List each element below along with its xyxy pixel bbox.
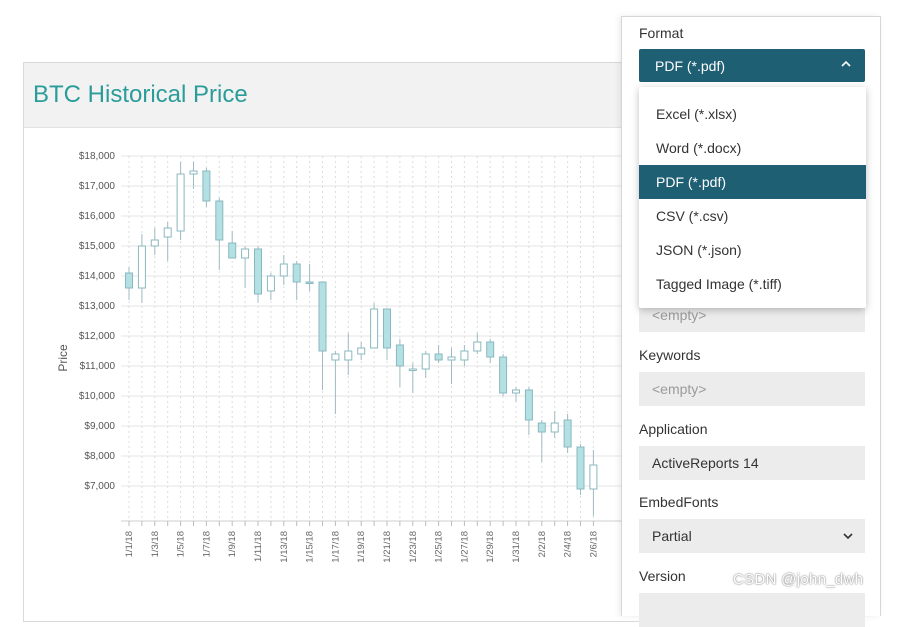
application-input[interactable]: ActiveReports 14 (639, 446, 865, 480)
candle-body (421, 353, 430, 370)
x-tick-label: 1/29/18 (485, 531, 496, 563)
y-axis: $18,000 $17,000 $16,000 $15,000 $14,000 $13,0… (79, 151, 116, 492)
candle-body (228, 242, 237, 259)
format-option-excel[interactable]: Excel (*.xlsx) (656, 106, 737, 122)
report-title: BTC Historical Price (33, 81, 248, 108)
watermark: CSDN @john_dwh (733, 571, 864, 588)
format-option-csv[interactable]: CSV (*.csv) (656, 208, 729, 224)
candle-body (524, 389, 533, 421)
candle-body (395, 344, 404, 367)
x-tick-label: 1/31/18 (511, 531, 522, 563)
export-settings-panel: Format PDF (*.pdf) Excel (*.xlsx) Word (… (621, 16, 881, 627)
candle-body (563, 419, 572, 448)
report-header: BTC Historical Price (24, 63, 682, 128)
x-tick-label: 1/17/18 (330, 531, 341, 563)
candle-body (447, 356, 456, 361)
candle-body (125, 272, 133, 289)
keywords-input[interactable]: <empty> (639, 372, 865, 406)
candle-body (292, 263, 301, 283)
x-tick-label: 2/2/18 (537, 531, 548, 557)
x-tick-label: 1/15/18 (305, 531, 316, 563)
y-tick-label: $15,000 (79, 241, 116, 252)
candle-body (189, 170, 198, 175)
keywords-label: Keywords (639, 347, 701, 363)
y-axis-label: Price (56, 344, 70, 372)
x-tick-label: 1/11/18 (253, 531, 264, 562)
x-tick-label: 2/6/18 (588, 531, 599, 557)
candle-body (176, 173, 185, 232)
y-tick-label: $10,000 (79, 391, 116, 402)
x-tick-label: 1/25/18 (434, 531, 445, 563)
y-tick-label: $17,000 (79, 181, 116, 192)
candle-series (125, 162, 598, 516)
candle-body (331, 353, 340, 361)
x-axis: 1/1/18 1/3/18 1/5/18 1/7/18 1/9/18 1/11/18 1/1… (124, 531, 599, 563)
candle-body (357, 347, 366, 355)
candle-body (408, 368, 417, 371)
x-tick-label: 1/3/18 (150, 531, 161, 557)
candle-body (279, 263, 288, 277)
y-tick-label: $7,000 (84, 481, 115, 492)
candle-body (486, 341, 495, 358)
x-tick-label: 1/19/18 (356, 531, 367, 563)
y-tick-label: $11,000 (80, 361, 116, 372)
chart-grid (121, 155, 682, 526)
format-label: Format (639, 25, 684, 41)
embedfonts-select[interactable]: Partial (639, 519, 865, 553)
candle-body (266, 275, 275, 292)
x-tick-label: 1/13/18 (279, 531, 290, 563)
y-tick-label: $13,000 (79, 301, 116, 312)
y-tick-label: $18,000 (79, 151, 116, 162)
chevron-up-icon (841, 60, 851, 67)
candle-body (383, 308, 391, 349)
x-tick-label: 1/9/18 (227, 531, 238, 557)
x-tick-label: 1/21/18 (382, 531, 393, 563)
format-option-word[interactable]: Word (*.docx) (656, 140, 742, 156)
candle-body (370, 308, 379, 349)
version-label: Version (639, 568, 686, 584)
candle-body (241, 248, 250, 259)
y-tick-label: $14,000 (79, 271, 116, 282)
format-dropdown-menu: Excel (*.xlsx) Word (*.docx) PDF (*.pdf)… (639, 87, 866, 308)
candle-body (137, 245, 146, 289)
y-tick-label: $12,000 (79, 331, 116, 342)
chevron-down-icon (843, 533, 853, 540)
candle-body (215, 200, 224, 241)
candle-body (434, 353, 443, 361)
candle-body (305, 281, 314, 284)
x-tick-label: 1/27/18 (459, 531, 470, 563)
x-tick-label: 2/4/18 (563, 531, 574, 557)
candle-body (163, 227, 172, 238)
x-tick-label: 1/1/18 (124, 531, 135, 557)
format-option-tiff[interactable]: Tagged Image (*.tiff) (656, 276, 782, 292)
x-tick-label: 1/5/18 (176, 531, 187, 557)
y-tick-label: $16,000 (79, 211, 116, 222)
candle-body (550, 422, 559, 433)
y-tick-label: $8,000 (84, 451, 115, 462)
embedfonts-label: EmbedFonts (639, 494, 719, 510)
x-tick-label: 1/23/18 (408, 531, 419, 563)
candle-body (344, 350, 353, 361)
candle-body (254, 248, 262, 295)
candle-body (460, 350, 469, 361)
format-select[interactable]: PDF (*.pdf) (639, 49, 865, 82)
candle-body (318, 281, 327, 352)
format-option-pdf[interactable]: PDF (*.pdf) (639, 165, 866, 199)
report-viewer: BTC Historical Price $18,000 $17,000 $16,0… (23, 62, 683, 622)
candle-body (202, 170, 211, 202)
candle-body (150, 239, 159, 247)
format-select-value: PDF (*.pdf) (655, 58, 726, 74)
format-option-json[interactable]: JSON (*.json) (656, 242, 742, 258)
candle-body (537, 422, 546, 433)
candlestick-chart: $18,000 $17,000 $16,000 $15,000 $14,000 $13,0… (56, 151, 682, 563)
candle-body (512, 389, 520, 394)
candle-body (576, 446, 585, 490)
candle-body (589, 464, 598, 490)
x-tick-label: 1/7/18 (201, 531, 212, 557)
y-tick-label: $9,000 (84, 421, 115, 432)
candle-body (499, 356, 508, 394)
application-label: Application (639, 421, 708, 437)
candle-body (473, 341, 482, 352)
version-input[interactable] (639, 593, 865, 627)
